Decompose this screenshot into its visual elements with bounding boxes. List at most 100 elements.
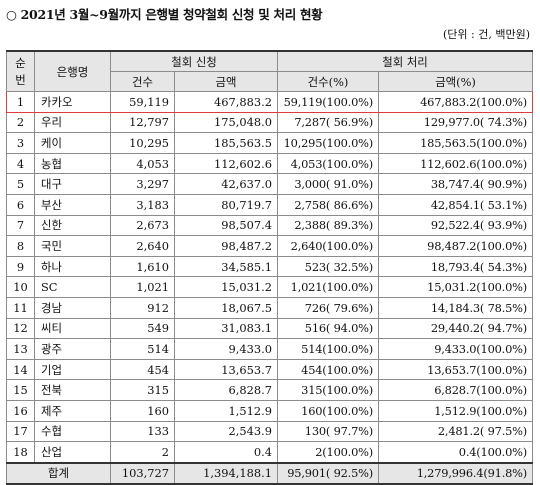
- cell-rank: 3: [6, 132, 35, 154]
- table-row: 1 카카오 59,119 467,883.2 59,119(100.0%) 467,883…: [6, 91, 534, 113]
- table-row: 16 제주 160 1,512.9 160(100.0%) 1,512.9(100.0%): [6, 399, 534, 422]
- cell-rank: 4: [6, 152, 35, 175]
- cell-apply-amount: 467,883.2: [173, 91, 279, 113]
- cell-bank: 우리: [34, 111, 111, 134]
- cell-process-amount: 92,522.4( 93.9%): [378, 214, 534, 237]
- total-apply-amount: 1,394,188.1: [173, 461, 279, 485]
- cell-bank: 씨티: [34, 317, 111, 340]
- cell-apply-count: 2,640: [110, 235, 175, 257]
- cell-bank: 케이: [34, 132, 111, 154]
- cell-apply-amount: 9,433.0: [173, 338, 279, 360]
- cell-process-amount: 9,433.0(100.0%): [378, 338, 534, 360]
- cell-process-count: 2(100.0%): [277, 441, 380, 464]
- header-process-group: 철회 처리: [277, 50, 534, 72]
- table-row: 5 대구 3,297 42,637.0 3,000( 91.0%) 38,747.4( 9…: [6, 173, 534, 195]
- cell-rank: 1: [6, 91, 35, 113]
- cell-process-amount: 13,653.7(100.0%): [378, 358, 534, 381]
- cell-process-count: 2,758( 86.6%): [277, 193, 380, 216]
- cell-apply-amount: 1,512.9: [173, 399, 279, 422]
- cell-apply-amount: 42,637.0: [173, 173, 279, 195]
- cell-rank: 15: [6, 379, 35, 401]
- cell-process-amount: 14,184.3( 78.5%): [378, 296, 534, 319]
- cell-process-amount: 1,512.9(100.0%): [378, 399, 534, 422]
- cell-apply-count: 454: [110, 358, 175, 381]
- cell-process-count: 130( 97.7%): [277, 420, 380, 443]
- cell-process-count: 2,640(100.0%): [277, 235, 380, 257]
- cell-process-amount: 42,854.1( 53.1%): [378, 193, 534, 216]
- cell-apply-amount: 80,719.7: [173, 193, 279, 216]
- cell-rank: 14: [6, 358, 35, 381]
- header-apply-count: 건수: [110, 71, 175, 92]
- cell-apply-count: 12,797: [110, 111, 175, 134]
- cell-process-amount: 112,602.6(100.0%): [378, 152, 534, 175]
- cell-apply-amount: 112,602.6: [173, 152, 279, 175]
- cell-process-count: 315(100.0%): [277, 379, 380, 401]
- cell-process-count: 523( 32.5%): [277, 255, 380, 278]
- table-row: 2 우리 12,797 175,048.0 7,287( 56.9%) 129,977.0…: [6, 111, 534, 134]
- cell-process-amount: 2,481.2( 97.5%): [378, 420, 534, 443]
- cell-rank: 6: [6, 193, 35, 216]
- cell-process-count: 4,053(100.0%): [277, 152, 380, 175]
- cell-process-amount: 185,563.5(100.0%): [378, 132, 534, 154]
- table-row: 13 광주 514 9,433.0 514(100.0%) 9,433.0(100.0%): [6, 338, 534, 360]
- cell-rank: 16: [6, 399, 35, 422]
- cell-apply-amount: 6,828.7: [173, 379, 279, 401]
- cell-bank: 수협: [34, 420, 111, 443]
- cell-rank: 11: [6, 296, 35, 319]
- cell-process-count: 160(100.0%): [277, 399, 380, 422]
- header-row-1: 순 번 은행명 철회 신청 철회 처리: [6, 50, 534, 92]
- cell-bank: 카카오: [34, 91, 111, 113]
- header-rank-top: 순: [15, 55, 26, 70]
- cell-rank: 13: [6, 338, 35, 360]
- table-row: 14 기업 454 13,653.7 454(100.0%) 13,653.7(100.0…: [6, 358, 534, 381]
- table-row: 3 케이 10,295 185,563.5 10,295(100.0%) 185,563.…: [6, 132, 534, 154]
- cell-apply-amount: 98,507.4: [173, 214, 279, 237]
- cell-rank: 17: [6, 420, 35, 443]
- cell-process-amount: 6,828.7(100.0%): [378, 379, 534, 401]
- cell-apply-count: 133: [110, 420, 175, 443]
- table-row: 15 전북 315 6,828.7 315(100.0%) 6,828.7(100.0%): [6, 379, 534, 401]
- cell-rank: 10: [6, 276, 35, 298]
- cell-process-amount: 15,031.2(100.0%): [378, 276, 534, 298]
- cell-apply-count: 315: [110, 379, 175, 401]
- table-row: 9 하나 1,610 34,585.1 523( 32.5%) 18,793.4( 54.…: [6, 255, 534, 278]
- cell-rank: 18: [6, 441, 35, 464]
- table-row: 10 SC 1,021 15,031.2 1,021(100.0%) 15,031.2(1…: [6, 276, 534, 298]
- cell-process-amount: 18,793.4( 54.3%): [378, 255, 534, 278]
- table-row: 11 경남 912 18,067.5 726( 79.6%) 14,184.3( 78.5…: [6, 296, 534, 319]
- cell-process-count: 7,287( 56.9%): [277, 111, 380, 134]
- cell-process-count: 1,021(100.0%): [277, 276, 380, 298]
- header-row-2: 건수 금액 건수(%) 금액(%): [7, 71, 534, 92]
- cell-apply-count: 10,295: [110, 132, 175, 154]
- cell-bank: 신한: [34, 214, 111, 237]
- header-process-amount: 금액(%): [378, 71, 534, 92]
- cell-process-count: 10,295(100.0%): [277, 132, 380, 154]
- cell-bank: SC: [34, 276, 111, 298]
- cell-apply-count: 1,610: [110, 255, 175, 278]
- cell-rank: 5: [6, 173, 35, 195]
- header-apply-amount: 금액: [173, 71, 279, 92]
- cell-apply-amount: 175,048.0: [173, 111, 279, 134]
- cell-apply-amount: 0.4: [173, 441, 279, 464]
- cell-apply-amount: 34,585.1: [173, 255, 279, 278]
- table-row: 18 산업 2 0.4 2(100.0%) 0.4(100.0%): [6, 441, 534, 464]
- cell-apply-count: 2,673: [110, 214, 175, 237]
- cell-process-amount: 0.4(100.0%): [378, 441, 534, 464]
- cell-apply-amount: 18,067.5: [173, 296, 279, 319]
- total-process-count: 95,901( 92.5%): [277, 461, 380, 485]
- cell-apply-amount: 2,543.9: [173, 420, 279, 443]
- cell-apply-count: 4,053: [110, 152, 175, 175]
- header-process-count: 건수(%): [277, 71, 380, 92]
- total-process-amount: 1,279,996.4(91.8%): [378, 461, 534, 485]
- table-row: 12 씨티 549 31,083.1 516( 94.0%) 29,440.2( 94.7…: [6, 317, 534, 340]
- cell-process-count: 59,119(100.0%): [277, 91, 380, 113]
- cell-bank: 광주: [34, 338, 111, 360]
- cell-process-amount: 129,977.0( 74.3%): [378, 111, 534, 134]
- cell-process-amount: 98,487.2(100.0%): [378, 235, 534, 257]
- cell-process-count: 3,000( 91.0%): [277, 173, 380, 195]
- cell-process-count: 516( 94.0%): [277, 317, 380, 340]
- cell-rank: 7: [6, 214, 35, 237]
- cell-process-count: 726( 79.6%): [277, 296, 380, 319]
- header-rank-bottom: 번: [15, 72, 26, 87]
- cell-bank: 농협: [34, 152, 111, 175]
